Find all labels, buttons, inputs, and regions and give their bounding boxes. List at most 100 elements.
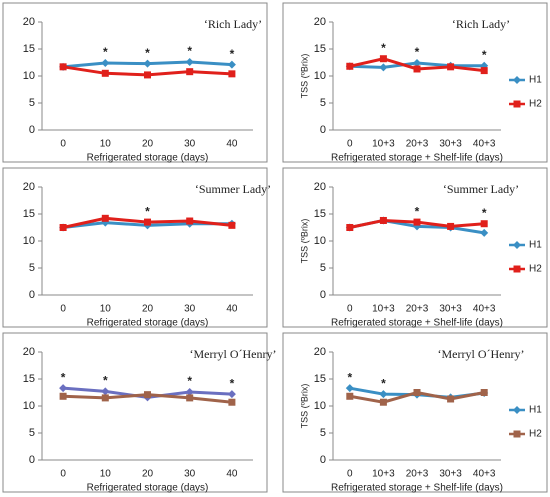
significance-mark: *: [381, 41, 386, 55]
legend-label: H2: [529, 429, 542, 440]
y-tick-label: 0: [29, 124, 35, 136]
significance-mark: *: [415, 204, 420, 218]
point: [513, 265, 521, 273]
x-tick-label: 0: [60, 469, 66, 480]
x-tick-label: 30: [184, 469, 196, 480]
point: [185, 57, 194, 66]
x-tick-label: 10: [100, 304, 112, 315]
point: [101, 214, 109, 222]
x-axis-title: Refrigerated storage + Shelf-life (days): [331, 318, 503, 329]
x-axis-title: Refrigerated storage + Shelf-life (days): [331, 153, 503, 164]
x-tick-label: 0: [347, 139, 353, 150]
significance-mark: *: [145, 204, 150, 218]
significance-mark: *: [230, 47, 235, 61]
point: [101, 394, 109, 402]
y-tick-label: 5: [320, 97, 326, 109]
point: [227, 390, 236, 399]
point: [186, 394, 194, 402]
y-tick-label: 0: [29, 454, 35, 466]
point: [513, 406, 521, 414]
y-tick-label: 20: [314, 346, 326, 358]
point: [59, 384, 68, 393]
x-tick-label: 30: [184, 139, 196, 150]
point: [346, 62, 354, 70]
significance-mark: *: [103, 45, 108, 59]
y-tick-label: 0: [29, 289, 35, 301]
y-tick-label: 10: [314, 70, 326, 82]
y-tick-label: 20: [314, 16, 326, 28]
y-tick-label: 15: [314, 373, 326, 385]
annotation: ‘Summer Lady’: [443, 182, 519, 196]
x-tick-label: 20+3: [406, 304, 429, 315]
x-tick-label: 30+3: [439, 469, 462, 480]
point: [144, 391, 151, 399]
y-tick-label: 5: [320, 427, 326, 439]
x-tick-label: 40+3: [473, 139, 496, 150]
x-tick-label: 40+3: [473, 304, 496, 315]
y-tick-label: 10: [23, 70, 35, 82]
point: [513, 100, 521, 108]
y-tick-label: 15: [23, 208, 35, 220]
point: [513, 76, 521, 84]
significance-mark: *: [230, 376, 235, 390]
x-tick-label: 0: [347, 469, 353, 480]
x-tick-label: 30+3: [439, 139, 462, 150]
y-tick-label: 5: [29, 427, 35, 439]
y-tick-label: 20: [23, 16, 35, 28]
significance-mark: *: [103, 374, 108, 388]
y-tick-label: 0: [320, 124, 326, 136]
y-tick-label: 20: [314, 181, 326, 193]
x-tick-label: 40: [226, 139, 238, 150]
y-tick-label: 5: [320, 262, 326, 274]
legend-label: H1: [529, 405, 542, 416]
significance-mark: *: [347, 370, 352, 384]
point: [185, 387, 194, 396]
x-tick-label: 0: [60, 139, 66, 150]
x-tick-label: 30: [184, 304, 196, 315]
x-tick-label: 10+3: [372, 469, 395, 480]
x-tick-label: 40: [226, 469, 238, 480]
point: [186, 217, 194, 225]
x-tick-label: 0: [60, 304, 66, 315]
point: [101, 69, 109, 77]
panel-border: [282, 332, 548, 493]
point: [379, 63, 388, 72]
point: [227, 60, 236, 69]
significance-mark: *: [145, 46, 150, 60]
x-tick-label: 10: [100, 469, 112, 480]
point: [480, 67, 488, 75]
x-axis-title: Refrigerated storage + Shelf-life (days): [331, 483, 503, 494]
panel-border: [2, 2, 268, 163]
point: [59, 224, 67, 231]
x-tick-label: 20: [142, 469, 154, 480]
annotation: ‘Merryl O´Henry’: [438, 347, 525, 361]
point: [379, 398, 387, 406]
point: [59, 392, 67, 400]
point: [101, 59, 110, 68]
point: [379, 55, 387, 63]
x-tick-label: 20+3: [406, 139, 429, 150]
x-tick-label: 30+3: [439, 304, 462, 315]
panel-border: [282, 167, 548, 328]
significance-mark: *: [482, 48, 487, 62]
significance-mark: *: [187, 44, 192, 58]
x-axis-title: Refrigerated storage (days): [87, 153, 209, 164]
x-axis-title: Refrigerated storage (days): [87, 318, 209, 329]
point: [447, 395, 455, 403]
point: [413, 389, 421, 396]
x-tick-label: 20: [142, 139, 154, 150]
x-tick-label: 20: [142, 304, 154, 315]
x-tick-label: 20+3: [406, 469, 429, 480]
y-tick-label: 15: [314, 208, 326, 220]
panel-border: [2, 332, 268, 493]
significance-mark: *: [482, 206, 487, 220]
legend-label: H1: [529, 75, 542, 86]
point: [59, 63, 67, 71]
point: [346, 224, 354, 231]
y-axis-title: TSS (ºBrix): [299, 219, 309, 264]
y-tick-label: 20: [23, 346, 35, 358]
y-tick-label: 0: [320, 454, 326, 466]
point: [413, 218, 421, 226]
point: [228, 221, 236, 229]
